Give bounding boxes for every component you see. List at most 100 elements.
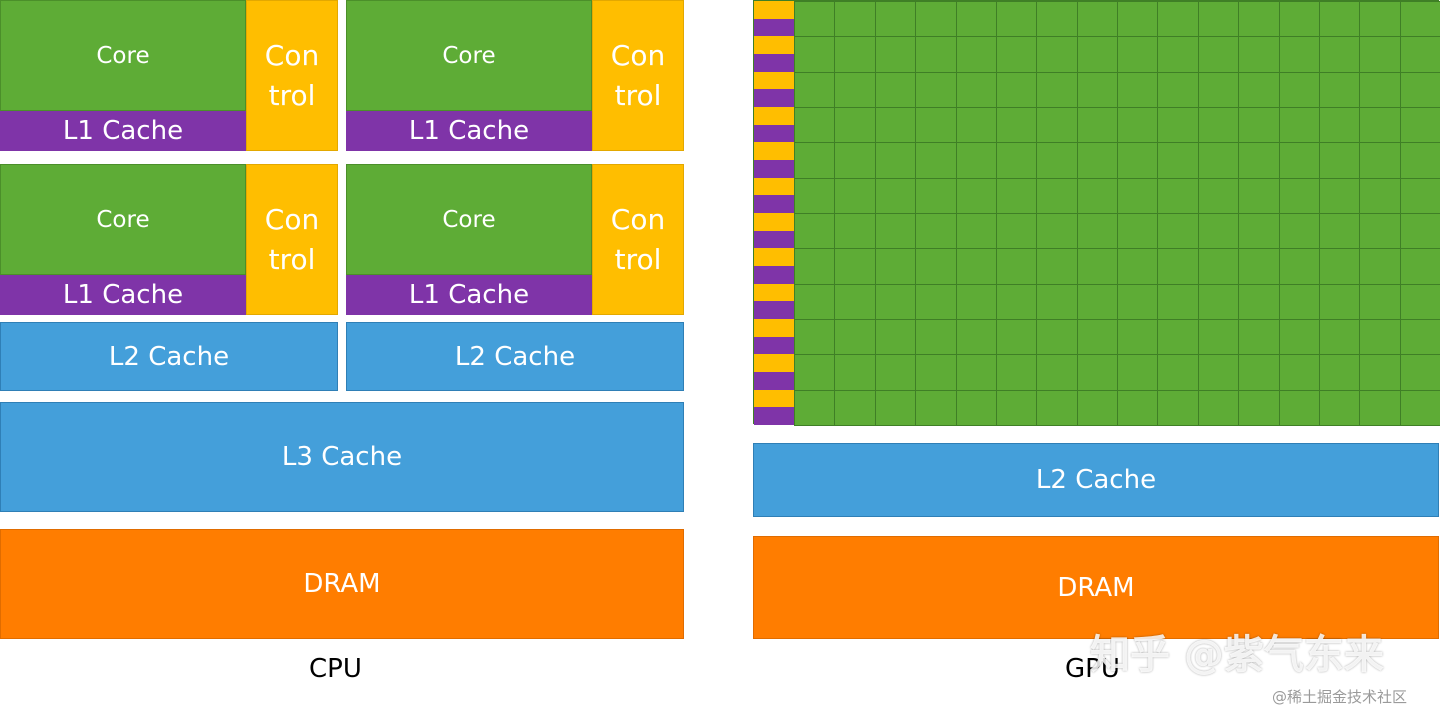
cpu-l1-cache-block: L1 Cache — [346, 111, 592, 151]
gpu-core-cell — [794, 319, 836, 356]
gpu-core-cell — [1278, 177, 1320, 214]
gpu-core-cell — [1036, 142, 1078, 179]
gpu-core-cell — [1197, 177, 1240, 214]
gpu-core-cell — [915, 142, 957, 179]
cpu-l2-cache-label: L2 Cache — [454, 341, 576, 372]
gpu-core-cell — [995, 213, 1038, 250]
gpu-core-cell — [1238, 213, 1280, 250]
gpu-core-cell — [915, 1, 957, 38]
gpu-core-cell — [1036, 177, 1078, 214]
gpu-core-cell — [1318, 283, 1361, 320]
gpu-core-cell — [1036, 354, 1078, 391]
gpu-core-cell — [1278, 354, 1320, 391]
gpu-core-cell — [1036, 36, 1078, 73]
gpu-core-cell — [1278, 142, 1320, 179]
gpu-core-cell — [995, 177, 1038, 214]
gpu-core-cell — [1197, 248, 1240, 285]
gpu-core-cell — [1117, 36, 1159, 73]
gpu-core-cell — [1036, 319, 1078, 356]
gpu-core-cell — [955, 177, 997, 214]
gpu-core-cell — [915, 389, 957, 426]
gpu-control-stripe — [754, 248, 794, 266]
gpu-core-cell — [1157, 319, 1199, 356]
cpu-core-block: Core — [0, 164, 246, 275]
gpu-core-cell — [834, 319, 876, 356]
gpu-core-cell — [1117, 354, 1159, 391]
gpu-dram-label: DRAM — [1057, 572, 1135, 603]
gpu-core-cell — [834, 389, 876, 426]
gpu-core-cell — [794, 177, 836, 214]
gpu-core-cell — [955, 36, 997, 73]
gpu-core-cell — [1238, 319, 1280, 356]
gpu-core-cell — [1359, 319, 1401, 356]
gpu-core-cell — [1076, 354, 1118, 391]
cpu-dram-block: DRAM — [0, 529, 684, 639]
gpu-core-cell — [1359, 283, 1401, 320]
gpu-core-cell — [1157, 71, 1199, 108]
gpu-core-cell — [874, 177, 917, 214]
gpu-core-cell — [955, 319, 997, 356]
gpu-core-cell — [915, 248, 957, 285]
gpu-core-cell — [1359, 389, 1401, 426]
gpu-core-cell — [834, 1, 876, 38]
gpu-core-cell — [1197, 71, 1240, 108]
gpu-core-cell — [1238, 1, 1280, 38]
gpu-core-cell — [1036, 213, 1078, 250]
gpu-core-cell — [1197, 319, 1240, 356]
cpu-core-label: Core — [442, 42, 496, 69]
gpu-core-cell — [955, 248, 997, 285]
gpu-core-cell — [995, 354, 1038, 391]
gpu-core-cell — [1197, 142, 1240, 179]
gpu-core-cell — [1278, 319, 1320, 356]
gpu-core-cell — [1238, 248, 1280, 285]
gpu-core-cell — [1278, 283, 1320, 320]
juejin-credit: @稀土掘金技术社区 — [1272, 688, 1408, 706]
gpu-core-cell — [874, 389, 917, 426]
gpu-core-cell — [1117, 248, 1159, 285]
gpu-control-stripe — [754, 142, 794, 160]
gpu-core-cell — [915, 319, 957, 356]
gpu-core-cell — [1157, 354, 1199, 391]
gpu-core-cell — [1318, 36, 1361, 73]
gpu-core-cell — [1036, 71, 1078, 108]
gpu-core-cell — [1278, 389, 1320, 426]
gpu-core-cell — [1076, 283, 1118, 320]
gpu-core-cell — [915, 71, 957, 108]
gpu-core-cell — [1278, 1, 1320, 38]
gpu-core-cell — [955, 71, 997, 108]
gpu-core-cell — [874, 213, 917, 250]
gpu-core-cell — [1117, 107, 1159, 144]
gpu-control-stripe — [754, 107, 794, 125]
gpu-core-cell — [1238, 177, 1280, 214]
gpu-core-cell — [1238, 107, 1280, 144]
gpu-core-cell — [1399, 213, 1440, 250]
gpu-core-cell — [955, 213, 997, 250]
gpu-core-cell — [1399, 177, 1440, 214]
gpu-core-cell — [1197, 36, 1240, 73]
gpu-l1-cache-stripe — [754, 18, 794, 37]
gpu-core-cell — [1076, 1, 1118, 38]
gpu-l1-cache-stripe — [754, 160, 794, 178]
gpu-core-cell — [955, 283, 997, 320]
gpu-core-cell — [1399, 354, 1440, 391]
gpu-core-cell — [995, 142, 1038, 179]
gpu-core-cell — [1238, 354, 1280, 391]
gpu-core-cell — [1117, 1, 1159, 38]
gpu-core-cell — [1076, 71, 1118, 108]
gpu-l1-cache-stripe — [754, 266, 794, 284]
gpu-core-cell — [794, 107, 836, 144]
gpu-core-cell — [1359, 213, 1401, 250]
gpu-l1-cache-stripe — [754, 54, 794, 72]
cpu-l1-cache-label: L1 Cache — [408, 280, 530, 310]
gpu-core-cell — [1318, 213, 1361, 250]
gpu-control-stripe — [754, 319, 794, 337]
gpu-core-cell — [1157, 107, 1199, 144]
gpu-core-cell — [1359, 177, 1401, 214]
cpu-core-label: Core — [96, 42, 150, 69]
gpu-core-cell — [1399, 71, 1440, 108]
gpu-core-cell — [1359, 1, 1401, 38]
cpu-control-block: Con trol — [246, 164, 338, 315]
gpu-core-cell — [1117, 213, 1159, 250]
gpu-core-cell — [1197, 107, 1240, 144]
gpu-core-cell — [915, 177, 957, 214]
